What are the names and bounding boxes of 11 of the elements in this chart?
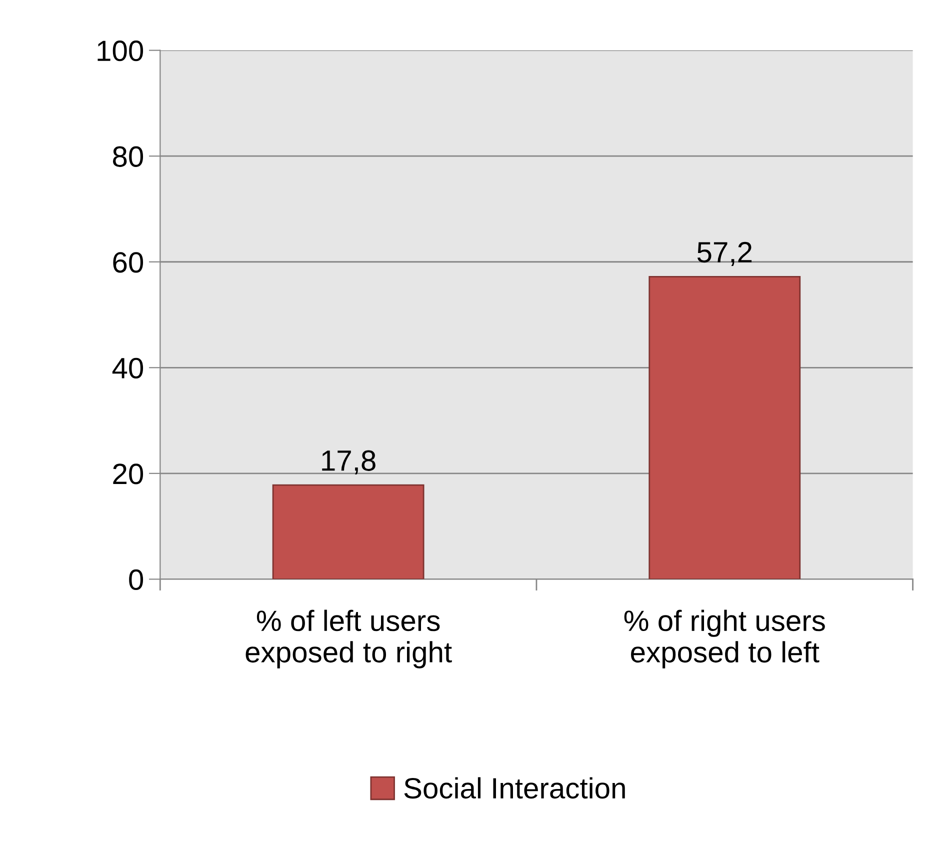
- data-label: 17,8: [322, 450, 376, 474]
- y-tick-label: 80: [112, 146, 144, 167]
- y-tick-label: 100: [98, 40, 144, 62]
- x-tick-label: % of right users exposed to left: [624, 610, 825, 668]
- legend-label: Social Interaction: [404, 777, 625, 799]
- y-tick-label: 0: [129, 569, 144, 590]
- data-label: 57,2: [697, 242, 752, 266]
- y-tick-label: 40: [112, 358, 144, 378]
- x-tick-label: % of left users exposed to right: [246, 610, 452, 668]
- y-tick-label: 60: [113, 252, 144, 273]
- y-tick-label: 20: [113, 464, 144, 484]
